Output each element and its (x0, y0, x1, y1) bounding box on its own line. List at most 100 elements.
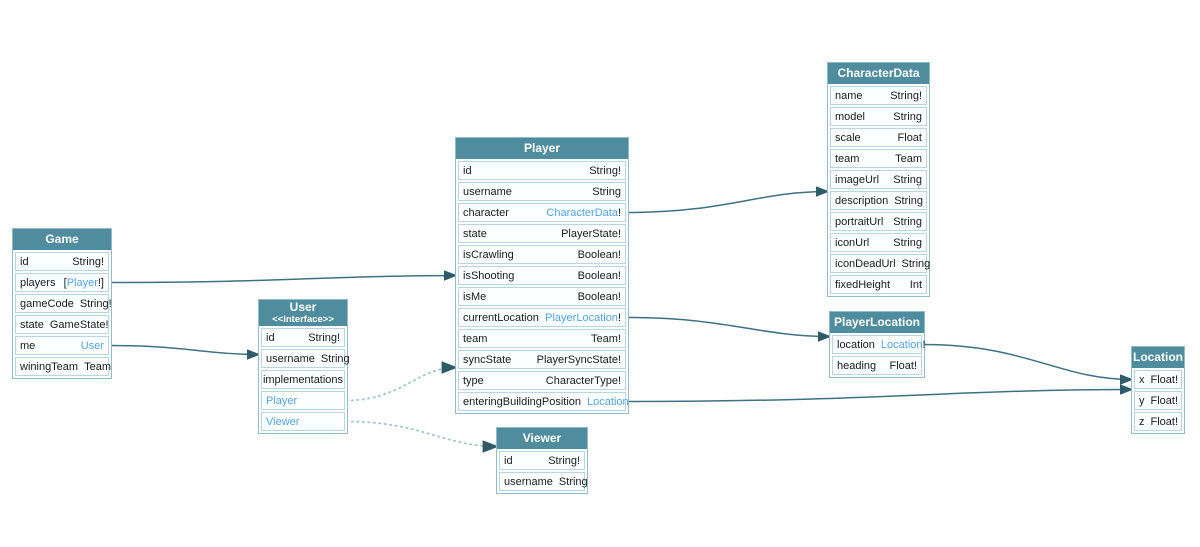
type-link-Player[interactable]: Player (66, 276, 98, 289)
type-text: Float! (889, 359, 917, 372)
entity-title-viewer[interactable]: Viewer (497, 428, 587, 449)
edge-user.Viewer-to-viewer.id (345, 420, 499, 453)
field-row-syncState[interactable]: syncState PlayerSyncState! (458, 350, 626, 369)
field-row-id[interactable]: id String! (458, 161, 626, 180)
type-link-User[interactable]: User (80, 339, 104, 352)
entity-player[interactable]: Player id String! username String character Ch… (455, 137, 629, 414)
entity-location[interactable]: Location x Float! y Float! z Float! (1131, 346, 1185, 434)
edge-game.me-to-user.username (109, 344, 261, 360)
type-text: String (893, 215, 922, 228)
field-type: String! (890, 90, 922, 102)
field-type: Boolean! (578, 270, 621, 282)
entity-title-user[interactable]: User <<interface>> (259, 300, 347, 326)
entity-title-location[interactable]: Location (1132, 347, 1184, 368)
entity-title-playerlocation[interactable]: PlayerLocation (830, 312, 924, 333)
field-row-type[interactable]: type CharacterType! (458, 371, 626, 390)
type-link-CharacterData[interactable]: CharacterData (546, 206, 618, 219)
type-link-PlayerLocation[interactable]: PlayerLocation (545, 311, 618, 324)
field-name: y (1139, 394, 1145, 407)
type-text: String! (79, 297, 112, 310)
field-type: Team (895, 153, 922, 165)
field-row-enteringBuildingPosition[interactable]: enteringBuildingPosition Location (458, 392, 629, 411)
field-row-gameCode[interactable]: gameCode String! (15, 294, 112, 313)
field-name: name (835, 89, 863, 102)
entity-fields: id String! username String implementations Pl… (259, 328, 350, 433)
field-row-location[interactable]: location Location! (832, 335, 926, 354)
field-name: username (463, 185, 512, 198)
field-name: username (266, 352, 315, 365)
entity-title-game[interactable]: Game (13, 229, 111, 250)
field-row-model[interactable]: model String (830, 107, 927, 126)
field-row-portraitUrl[interactable]: portraitUrl String (830, 212, 927, 231)
field-name: id (20, 255, 29, 268)
field-row-name[interactable]: name String! (830, 86, 927, 105)
entity-playerlocation[interactable]: PlayerLocation location Location! heading Fl… (829, 311, 926, 378)
field-row-Player[interactable]: Player (261, 391, 345, 410)
field-name: iconDeadUrl (835, 257, 896, 270)
field-type: Float! (1151, 416, 1179, 428)
field-row-id[interactable]: id String! (499, 451, 585, 470)
field-row-me[interactable]: me User (15, 336, 109, 355)
field-name: type (463, 374, 484, 387)
field-type: User (81, 340, 104, 352)
field-row-isShooting[interactable]: isShooting Boolean! (458, 266, 626, 285)
field-name: portraitUrl (835, 215, 884, 228)
field-row-z[interactable]: z Float! (1134, 412, 1182, 431)
field-row-state[interactable]: state GameState! (15, 315, 109, 334)
type-text: PlayerSyncState! (536, 353, 621, 366)
field-row-character[interactable]: character CharacterData! (458, 203, 626, 222)
field-type: String (893, 174, 922, 186)
field-type: Location (587, 396, 629, 408)
field-type: String (893, 216, 922, 228)
entity-viewer[interactable]: Viewer id String! username String (496, 427, 588, 494)
field-row-currentLocation[interactable]: currentLocation PlayerLocation! (458, 308, 626, 327)
field-row-iconUrl[interactable]: iconUrl String (830, 233, 927, 252)
field-row-team[interactable]: team Team (830, 149, 927, 168)
field-row-Viewer[interactable]: Viewer (261, 412, 345, 431)
field-row-y[interactable]: y Float! (1134, 391, 1182, 410)
field-row-scale[interactable]: scale Float (830, 128, 927, 147)
edge-game.players-to-player.isShooting (109, 270, 458, 284)
field-row-fixedHeight[interactable]: fixedHeight Int (830, 275, 927, 294)
field-row-state[interactable]: state PlayerState! (458, 224, 626, 243)
field-name: isShooting (463, 269, 515, 282)
field-type: String! (72, 256, 104, 268)
field-row-players[interactable]: players [Player!] (15, 273, 109, 292)
section-row-implementations[interactable]: implementations (261, 370, 345, 389)
entity-characterdata[interactable]: CharacterData name String! model String scale… (827, 62, 930, 297)
entity-user[interactable]: User <<interface>> id String! username String… (258, 299, 350, 434)
field-name: winingTeam (20, 360, 79, 373)
type-link-Location[interactable]: Location (587, 395, 629, 408)
field-row-id[interactable]: id String! (261, 328, 345, 347)
field-type: CharacterData! (546, 207, 621, 219)
type-link-Location[interactable]: Location (880, 338, 923, 351)
field-row-description[interactable]: description String (830, 191, 927, 210)
field-row-imageUrl[interactable]: imageUrl String (830, 170, 927, 189)
entity-title-player[interactable]: Player (456, 138, 628, 159)
field-name: description (835, 194, 889, 207)
type-text: Boolean! (577, 269, 621, 282)
field-row-winingTeam[interactable]: winingTeam Team (15, 357, 111, 376)
field-row-isCrawling[interactable]: isCrawling Boolean! (458, 245, 626, 264)
field-row-id[interactable]: id String! (15, 252, 109, 271)
entity-fields: name String! model String scale Float team Team… (828, 86, 930, 296)
field-name: gameCode (20, 297, 74, 310)
field-name: enteringBuildingPosition (463, 395, 582, 408)
entity-title-text: Player (523, 141, 561, 155)
type-text: String! (589, 164, 621, 177)
field-type: String (893, 237, 922, 249)
field-row-team[interactable]: team Team! (458, 329, 626, 348)
field-type: String (321, 353, 350, 365)
field-row-heading[interactable]: heading Float! (832, 356, 922, 375)
entity-title-characterdata[interactable]: CharacterData (828, 63, 929, 84)
field-row-iconDeadUrl[interactable]: iconDeadUrl String (830, 254, 930, 273)
field-row-username[interactable]: username String (261, 349, 350, 368)
field-row-username[interactable]: username String (499, 472, 588, 491)
field-row-username[interactable]: username String (458, 182, 626, 201)
field-row-isMe[interactable]: isMe Boolean! (458, 287, 626, 306)
field-row-x[interactable]: x Float! (1134, 370, 1182, 389)
field-name: character (463, 206, 509, 219)
entity-game[interactable]: Game id String! players [Player!] gameCode Str… (12, 228, 112, 379)
type-text: String (558, 475, 588, 488)
type-text: !] (97, 276, 104, 289)
